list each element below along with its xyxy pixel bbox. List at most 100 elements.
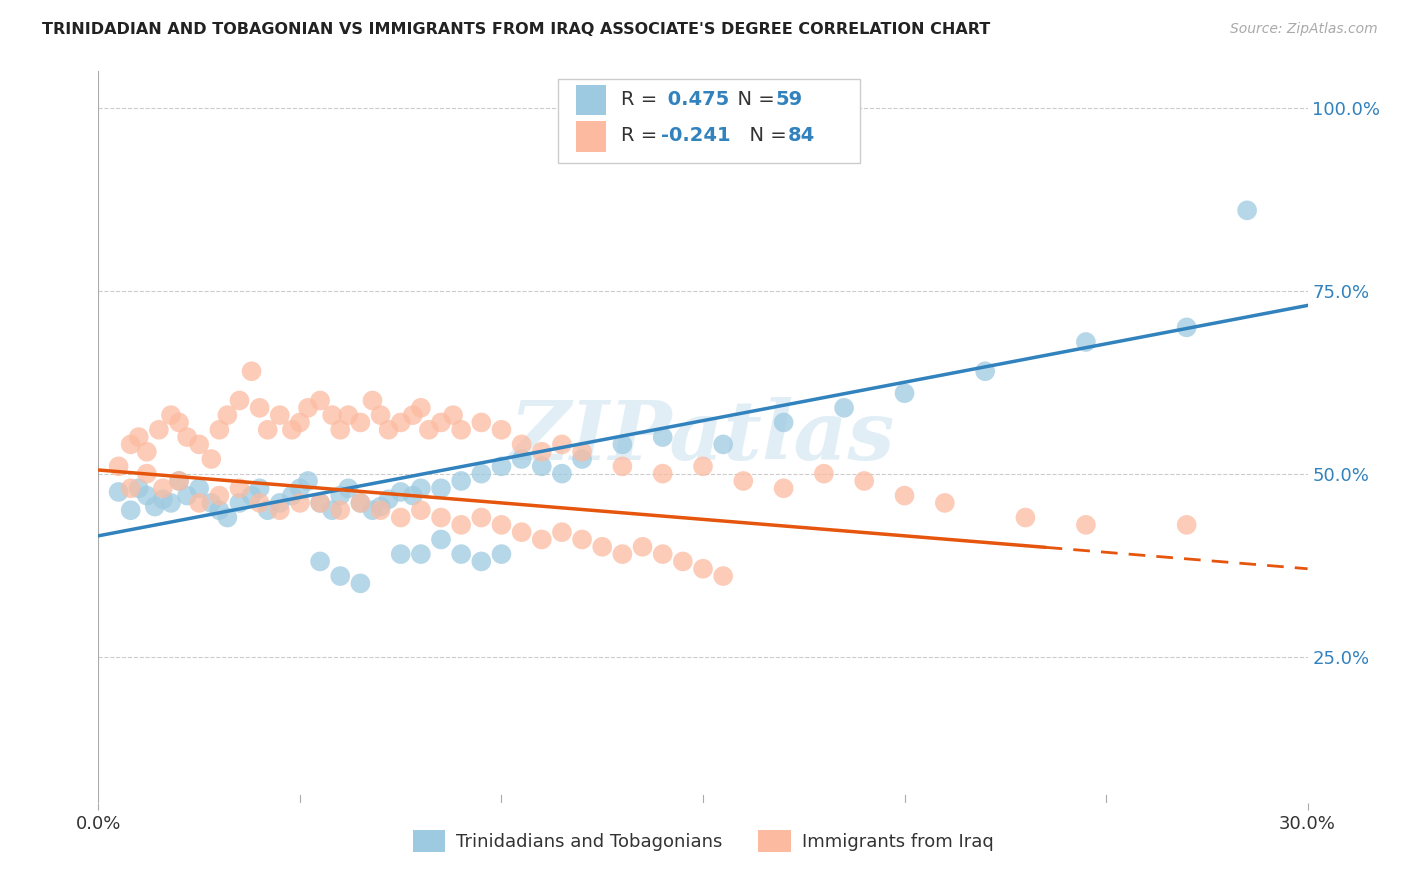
Point bbox=[692, 459, 714, 474]
Point bbox=[470, 416, 492, 430]
Point bbox=[974, 364, 997, 378]
Point bbox=[288, 496, 311, 510]
Point bbox=[450, 474, 472, 488]
Point bbox=[370, 503, 392, 517]
Point bbox=[470, 510, 492, 524]
Point bbox=[309, 496, 332, 510]
Point bbox=[409, 401, 432, 415]
Point bbox=[470, 554, 492, 568]
Point bbox=[450, 547, 472, 561]
Point bbox=[430, 510, 453, 524]
Point bbox=[772, 481, 794, 495]
Point bbox=[288, 481, 311, 495]
Point bbox=[309, 393, 332, 408]
Legend: Trinidadians and Tobagonians, Immigrants from Iraq: Trinidadians and Tobagonians, Immigrants… bbox=[405, 823, 1001, 860]
Text: ZIPatlas: ZIPatlas bbox=[510, 397, 896, 477]
Point bbox=[337, 481, 360, 495]
Text: TRINIDADIAN AND TOBAGONIAN VS IMMIGRANTS FROM IRAQ ASSOCIATE'S DEGREE CORRELATIO: TRINIDADIAN AND TOBAGONIAN VS IMMIGRANTS… bbox=[42, 22, 990, 37]
Point bbox=[160, 408, 183, 422]
Point bbox=[409, 503, 432, 517]
Point bbox=[450, 423, 472, 437]
Point bbox=[361, 503, 384, 517]
Point bbox=[571, 444, 593, 458]
Point bbox=[297, 401, 319, 415]
Point bbox=[692, 562, 714, 576]
Point bbox=[1014, 510, 1036, 524]
Point bbox=[107, 459, 129, 474]
Point bbox=[530, 444, 553, 458]
Point bbox=[188, 481, 211, 495]
Point bbox=[450, 517, 472, 532]
Point bbox=[402, 489, 425, 503]
Point bbox=[813, 467, 835, 481]
Point bbox=[152, 481, 174, 495]
Point bbox=[430, 533, 453, 547]
Point bbox=[631, 540, 654, 554]
Point bbox=[1074, 517, 1097, 532]
Point bbox=[409, 481, 432, 495]
Point bbox=[107, 485, 129, 500]
Point bbox=[853, 474, 876, 488]
Point bbox=[893, 386, 915, 401]
Text: Source: ZipAtlas.com: Source: ZipAtlas.com bbox=[1230, 22, 1378, 37]
Point bbox=[377, 492, 399, 507]
Point bbox=[321, 503, 343, 517]
Point bbox=[208, 423, 231, 437]
Point bbox=[402, 408, 425, 422]
Text: R =: R = bbox=[621, 90, 664, 109]
Point bbox=[430, 481, 453, 495]
Point bbox=[530, 533, 553, 547]
Point bbox=[612, 459, 634, 474]
Point bbox=[349, 576, 371, 591]
Point bbox=[337, 408, 360, 422]
Text: R =: R = bbox=[621, 127, 664, 145]
Text: 0.475: 0.475 bbox=[661, 90, 728, 109]
Point bbox=[510, 525, 533, 540]
Point bbox=[228, 393, 250, 408]
Point bbox=[269, 496, 291, 510]
Point bbox=[711, 437, 734, 451]
Point bbox=[240, 489, 263, 503]
Point bbox=[208, 503, 231, 517]
Text: -0.241: -0.241 bbox=[661, 127, 730, 145]
Text: 59: 59 bbox=[776, 90, 803, 109]
Text: N =: N = bbox=[737, 127, 793, 145]
Point bbox=[176, 430, 198, 444]
Point bbox=[309, 554, 332, 568]
Point bbox=[188, 437, 211, 451]
Point bbox=[269, 408, 291, 422]
Point bbox=[120, 481, 142, 495]
Point bbox=[470, 467, 492, 481]
Point bbox=[188, 496, 211, 510]
Point bbox=[377, 423, 399, 437]
Point bbox=[934, 496, 956, 510]
Point bbox=[430, 416, 453, 430]
Point bbox=[612, 547, 634, 561]
Point bbox=[217, 510, 239, 524]
Point bbox=[491, 459, 513, 474]
Point bbox=[349, 496, 371, 510]
FancyBboxPatch shape bbox=[576, 121, 606, 152]
Point bbox=[349, 416, 371, 430]
Point bbox=[491, 547, 513, 561]
Point bbox=[160, 496, 183, 510]
Point bbox=[418, 423, 440, 437]
Point bbox=[772, 416, 794, 430]
Point bbox=[135, 489, 157, 503]
Text: 84: 84 bbox=[787, 127, 815, 145]
Point bbox=[249, 496, 271, 510]
Point bbox=[297, 474, 319, 488]
Point bbox=[571, 452, 593, 467]
Point bbox=[1175, 517, 1198, 532]
Point bbox=[167, 416, 190, 430]
Point bbox=[329, 423, 352, 437]
Point bbox=[152, 492, 174, 507]
Point bbox=[1236, 203, 1258, 218]
Point bbox=[651, 430, 673, 444]
Point bbox=[200, 452, 222, 467]
Point bbox=[240, 364, 263, 378]
Point bbox=[148, 423, 170, 437]
Point bbox=[167, 474, 190, 488]
Point bbox=[832, 401, 855, 415]
Point bbox=[167, 474, 190, 488]
